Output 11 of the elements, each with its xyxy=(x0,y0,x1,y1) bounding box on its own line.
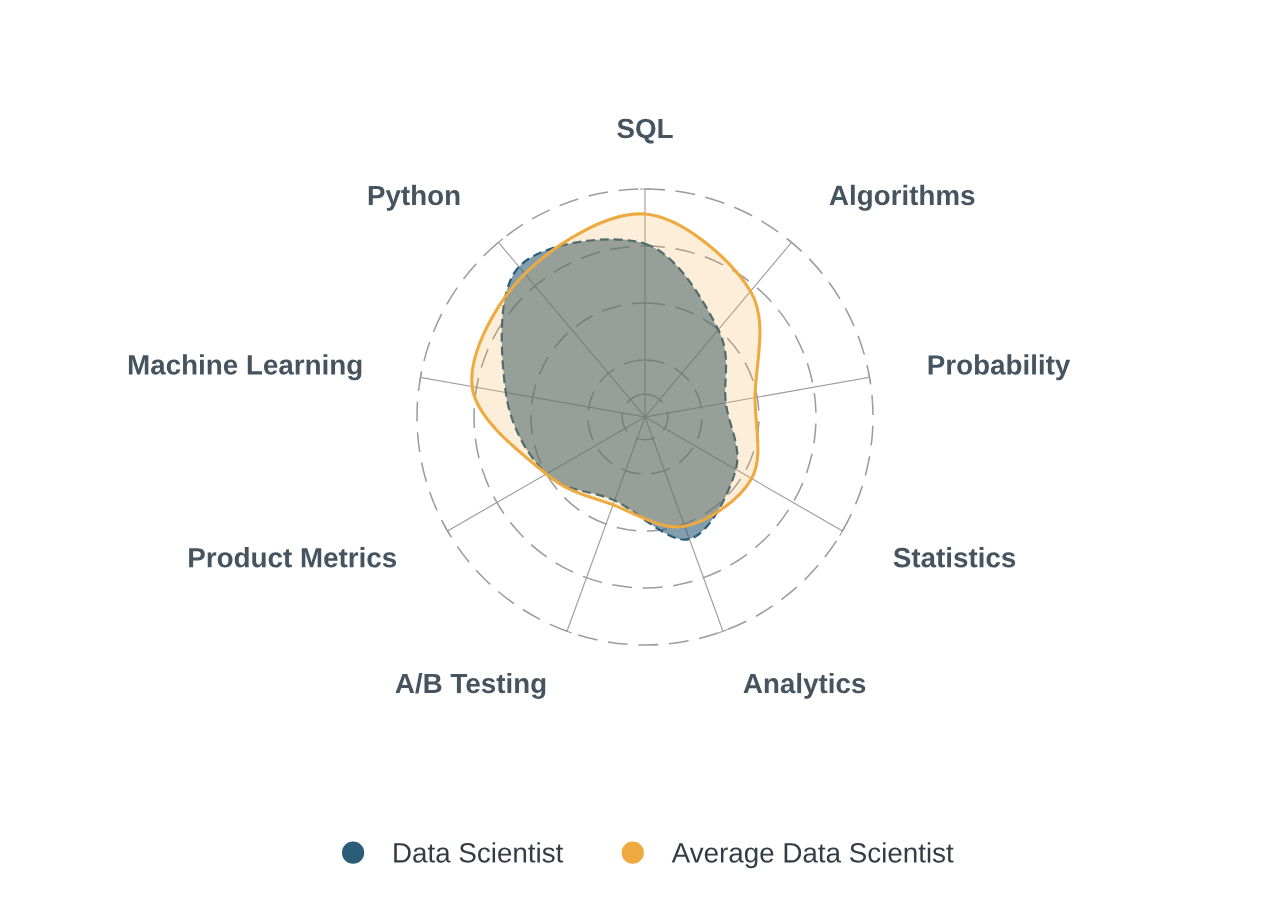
spoke-label: SQL xyxy=(617,118,673,144)
legend-label: Data Scientist xyxy=(394,842,564,863)
spoke-label: Probability xyxy=(928,354,1071,381)
legend-label: Average Data Scientist xyxy=(671,842,954,869)
spoke-label: Product Metrics xyxy=(189,547,397,568)
spoke-label: Python xyxy=(368,184,460,211)
spoke-label: Analytics xyxy=(743,672,866,699)
spoke-label: Machine Learning xyxy=(128,354,362,381)
spoke-label: Statistics xyxy=(893,547,1016,568)
spoke-label: A/B Testing xyxy=(395,672,546,699)
spoke-label: Algorithms xyxy=(829,184,975,211)
